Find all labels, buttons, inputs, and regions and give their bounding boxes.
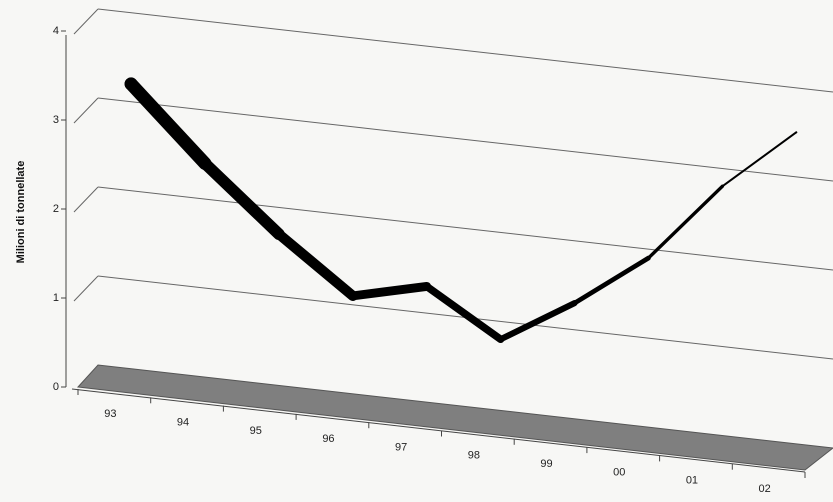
data-point — [721, 185, 724, 188]
data-series-line — [124, 77, 798, 344]
gridline — [97, 186, 833, 271]
x-tick-label: 96 — [322, 433, 334, 445]
gridline-left-wall — [73, 97, 99, 124]
x-tick-label: 94 — [177, 416, 189, 428]
data-point — [199, 157, 211, 170]
y-tick-label: 0 — [53, 381, 59, 393]
line-segment — [721, 131, 798, 188]
gridline-left-wall — [73, 186, 99, 213]
line-segment — [199, 157, 285, 240]
y-tick-label: 4 — [53, 25, 59, 37]
y-axis-title: Milioni di tonnellate — [15, 161, 27, 264]
gridline-left-wall — [73, 275, 99, 302]
gridline — [97, 8, 833, 93]
x-tick-label: 02 — [759, 483, 771, 495]
line-segment — [422, 282, 505, 344]
x-tick-label: 01 — [686, 475, 698, 487]
data-point — [422, 282, 431, 291]
x-tick-label: 97 — [395, 441, 407, 453]
gridline — [97, 97, 833, 182]
y-tick-label: 2 — [53, 203, 59, 215]
x-tick-label: 93 — [104, 408, 116, 420]
chart-floor — [76, 364, 833, 471]
x-tick-label: 99 — [540, 458, 552, 470]
line-segment — [646, 184, 725, 260]
floor-plane — [76, 364, 833, 471]
y-tick-label: 1 — [53, 292, 59, 304]
data-point — [795, 131, 798, 134]
data-point — [273, 228, 285, 240]
x-axis-line — [71, 388, 806, 473]
line-segment — [497, 300, 578, 343]
x-tick-label: 95 — [250, 425, 262, 437]
y-tick-label: 3 — [53, 114, 59, 126]
data-point — [348, 291, 358, 301]
line-segment — [348, 281, 432, 301]
x-tick-label: 98 — [468, 450, 480, 462]
data-point — [497, 336, 504, 343]
line-segment — [572, 255, 651, 306]
x-tick-label: 00 — [613, 466, 625, 478]
line-segment — [273, 229, 358, 301]
line-segment — [124, 77, 212, 170]
axes — [61, 30, 806, 478]
data-point — [572, 300, 577, 306]
data-point — [646, 256, 651, 260]
data-point — [124, 77, 138, 91]
gridline-left-wall — [73, 8, 99, 35]
